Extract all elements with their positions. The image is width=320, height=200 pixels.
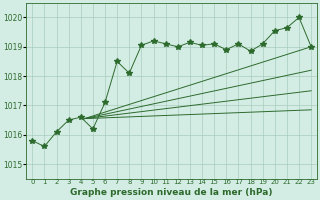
- X-axis label: Graphe pression niveau de la mer (hPa): Graphe pression niveau de la mer (hPa): [70, 188, 273, 197]
